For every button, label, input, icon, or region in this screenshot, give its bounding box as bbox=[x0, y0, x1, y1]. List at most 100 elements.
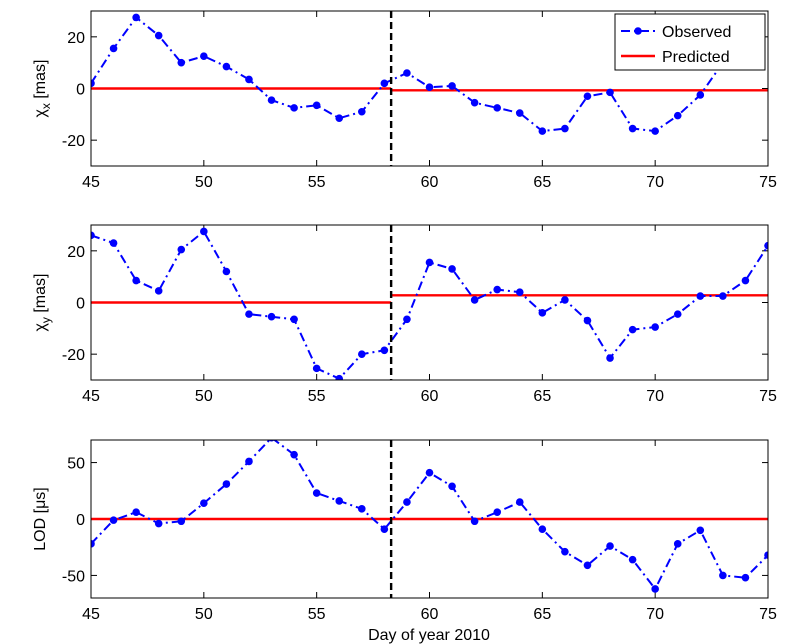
x-tick-label: 55 bbox=[308, 174, 326, 191]
observed-point bbox=[403, 69, 411, 77]
x-tick-label: 60 bbox=[421, 174, 439, 191]
observed-point bbox=[91, 79, 95, 88]
observed-point bbox=[538, 127, 547, 135]
observed-point bbox=[628, 555, 637, 564]
observed-point bbox=[109, 516, 118, 524]
observed-point bbox=[290, 315, 298, 324]
x-tick-label: 60 bbox=[421, 388, 439, 405]
observed-point bbox=[493, 285, 502, 294]
observed-point bbox=[177, 58, 186, 67]
observed-point bbox=[606, 88, 614, 97]
observed-point bbox=[696, 91, 705, 99]
observed-point bbox=[696, 292, 705, 300]
observed-point bbox=[177, 517, 186, 526]
observed-point bbox=[719, 571, 727, 580]
observed-point bbox=[583, 316, 592, 325]
observed-point bbox=[606, 354, 614, 362]
observed-point bbox=[380, 346, 389, 355]
observed-point bbox=[651, 585, 659, 593]
observed-point bbox=[673, 111, 682, 120]
observed-point bbox=[764, 241, 768, 250]
y-tick-label: 0 bbox=[76, 82, 85, 99]
observed-point bbox=[583, 561, 592, 570]
panel-2: 45 50 55 60 65 70 75 -20 0 20 χy [mas] bbox=[32, 224, 777, 405]
observed-point bbox=[245, 75, 253, 84]
panel-1: 45 50 55 60 65 70 75 -20 0 20 χx [mas] Observed Pred… bbox=[32, 10, 777, 191]
x-tick-label: 75 bbox=[759, 606, 777, 623]
observed-point bbox=[312, 489, 321, 497]
observed-point bbox=[222, 267, 231, 276]
legend-observed-label: Observed bbox=[662, 24, 731, 41]
y-tick-label: -20 bbox=[62, 133, 85, 150]
observed-point bbox=[358, 505, 366, 513]
x-tick-label: 55 bbox=[308, 388, 326, 405]
observed-point bbox=[470, 98, 479, 107]
observed-point bbox=[267, 96, 276, 104]
observed-point bbox=[403, 498, 411, 506]
observed-point bbox=[425, 468, 434, 477]
observed-point bbox=[628, 325, 637, 334]
observed-point bbox=[358, 350, 366, 358]
observed-point bbox=[470, 517, 479, 526]
observed-line bbox=[91, 229, 768, 380]
observed-point bbox=[200, 52, 208, 61]
observed-point bbox=[312, 101, 321, 110]
observed-point bbox=[222, 62, 231, 71]
observed-point bbox=[673, 540, 682, 548]
observed-point bbox=[200, 499, 208, 508]
x-tick-label: 50 bbox=[195, 174, 213, 191]
observed-point bbox=[177, 245, 186, 254]
x-axis-label: Day of year 2010 bbox=[368, 627, 490, 644]
x-tick-label: 50 bbox=[195, 606, 213, 623]
panels-group: 45 50 55 60 65 70 75 -20 0 20 χx [mas] Observed Pred… bbox=[32, 10, 777, 623]
observed-point bbox=[358, 107, 366, 116]
y-tick-label: 20 bbox=[67, 244, 85, 261]
x-tick-label: 45 bbox=[82, 174, 100, 191]
x-tick-label: 75 bbox=[759, 174, 777, 191]
observed-line bbox=[91, 440, 768, 591]
x-tick-label: 65 bbox=[533, 174, 551, 191]
observed-point bbox=[403, 315, 411, 324]
x-tick-label: 65 bbox=[533, 388, 551, 405]
observed-point bbox=[696, 526, 705, 535]
plot-area bbox=[91, 227, 768, 380]
observed-point bbox=[154, 287, 163, 295]
observed-point bbox=[290, 450, 298, 459]
x-tick-label: 50 bbox=[195, 388, 213, 405]
axes-frame bbox=[90, 439, 769, 599]
observed-point bbox=[290, 104, 298, 112]
observed-point bbox=[561, 124, 569, 133]
observed-point bbox=[741, 276, 750, 285]
observed-point bbox=[561, 547, 569, 556]
y-tick-label: 20 bbox=[67, 30, 85, 47]
observed-point bbox=[132, 13, 140, 22]
observed-point bbox=[380, 525, 389, 533]
observed-point bbox=[132, 276, 140, 285]
observed-point bbox=[267, 312, 276, 321]
legend: Observed Predicted bbox=[614, 13, 766, 71]
x-tick-label: 70 bbox=[646, 174, 664, 191]
observed-point bbox=[493, 508, 502, 517]
x-tick-label: 70 bbox=[646, 606, 664, 623]
observed-point bbox=[448, 482, 456, 491]
observed-point bbox=[606, 542, 614, 550]
observed-point bbox=[515, 498, 524, 506]
plot-area bbox=[91, 13, 768, 135]
observed-point bbox=[538, 525, 547, 533]
y-axis-label: χy [mas] bbox=[32, 274, 53, 332]
observed-point bbox=[200, 227, 208, 236]
observed-point bbox=[91, 540, 95, 548]
y-tick-label: 50 bbox=[67, 456, 85, 473]
legend-box bbox=[614, 13, 766, 71]
observed-point bbox=[515, 109, 524, 117]
y-tick-label: 0 bbox=[76, 512, 85, 529]
y-axis-label: LOD [μs] bbox=[32, 487, 49, 550]
observed-point bbox=[673, 310, 682, 318]
observed-point bbox=[741, 573, 750, 582]
observed-point bbox=[651, 127, 659, 135]
axes-frame bbox=[90, 224, 769, 381]
y-axis-label: χx [mas] bbox=[32, 60, 53, 118]
y-tick-label: 0 bbox=[76, 296, 85, 313]
observed-point bbox=[312, 364, 321, 373]
x-tick-label: 55 bbox=[308, 606, 326, 623]
